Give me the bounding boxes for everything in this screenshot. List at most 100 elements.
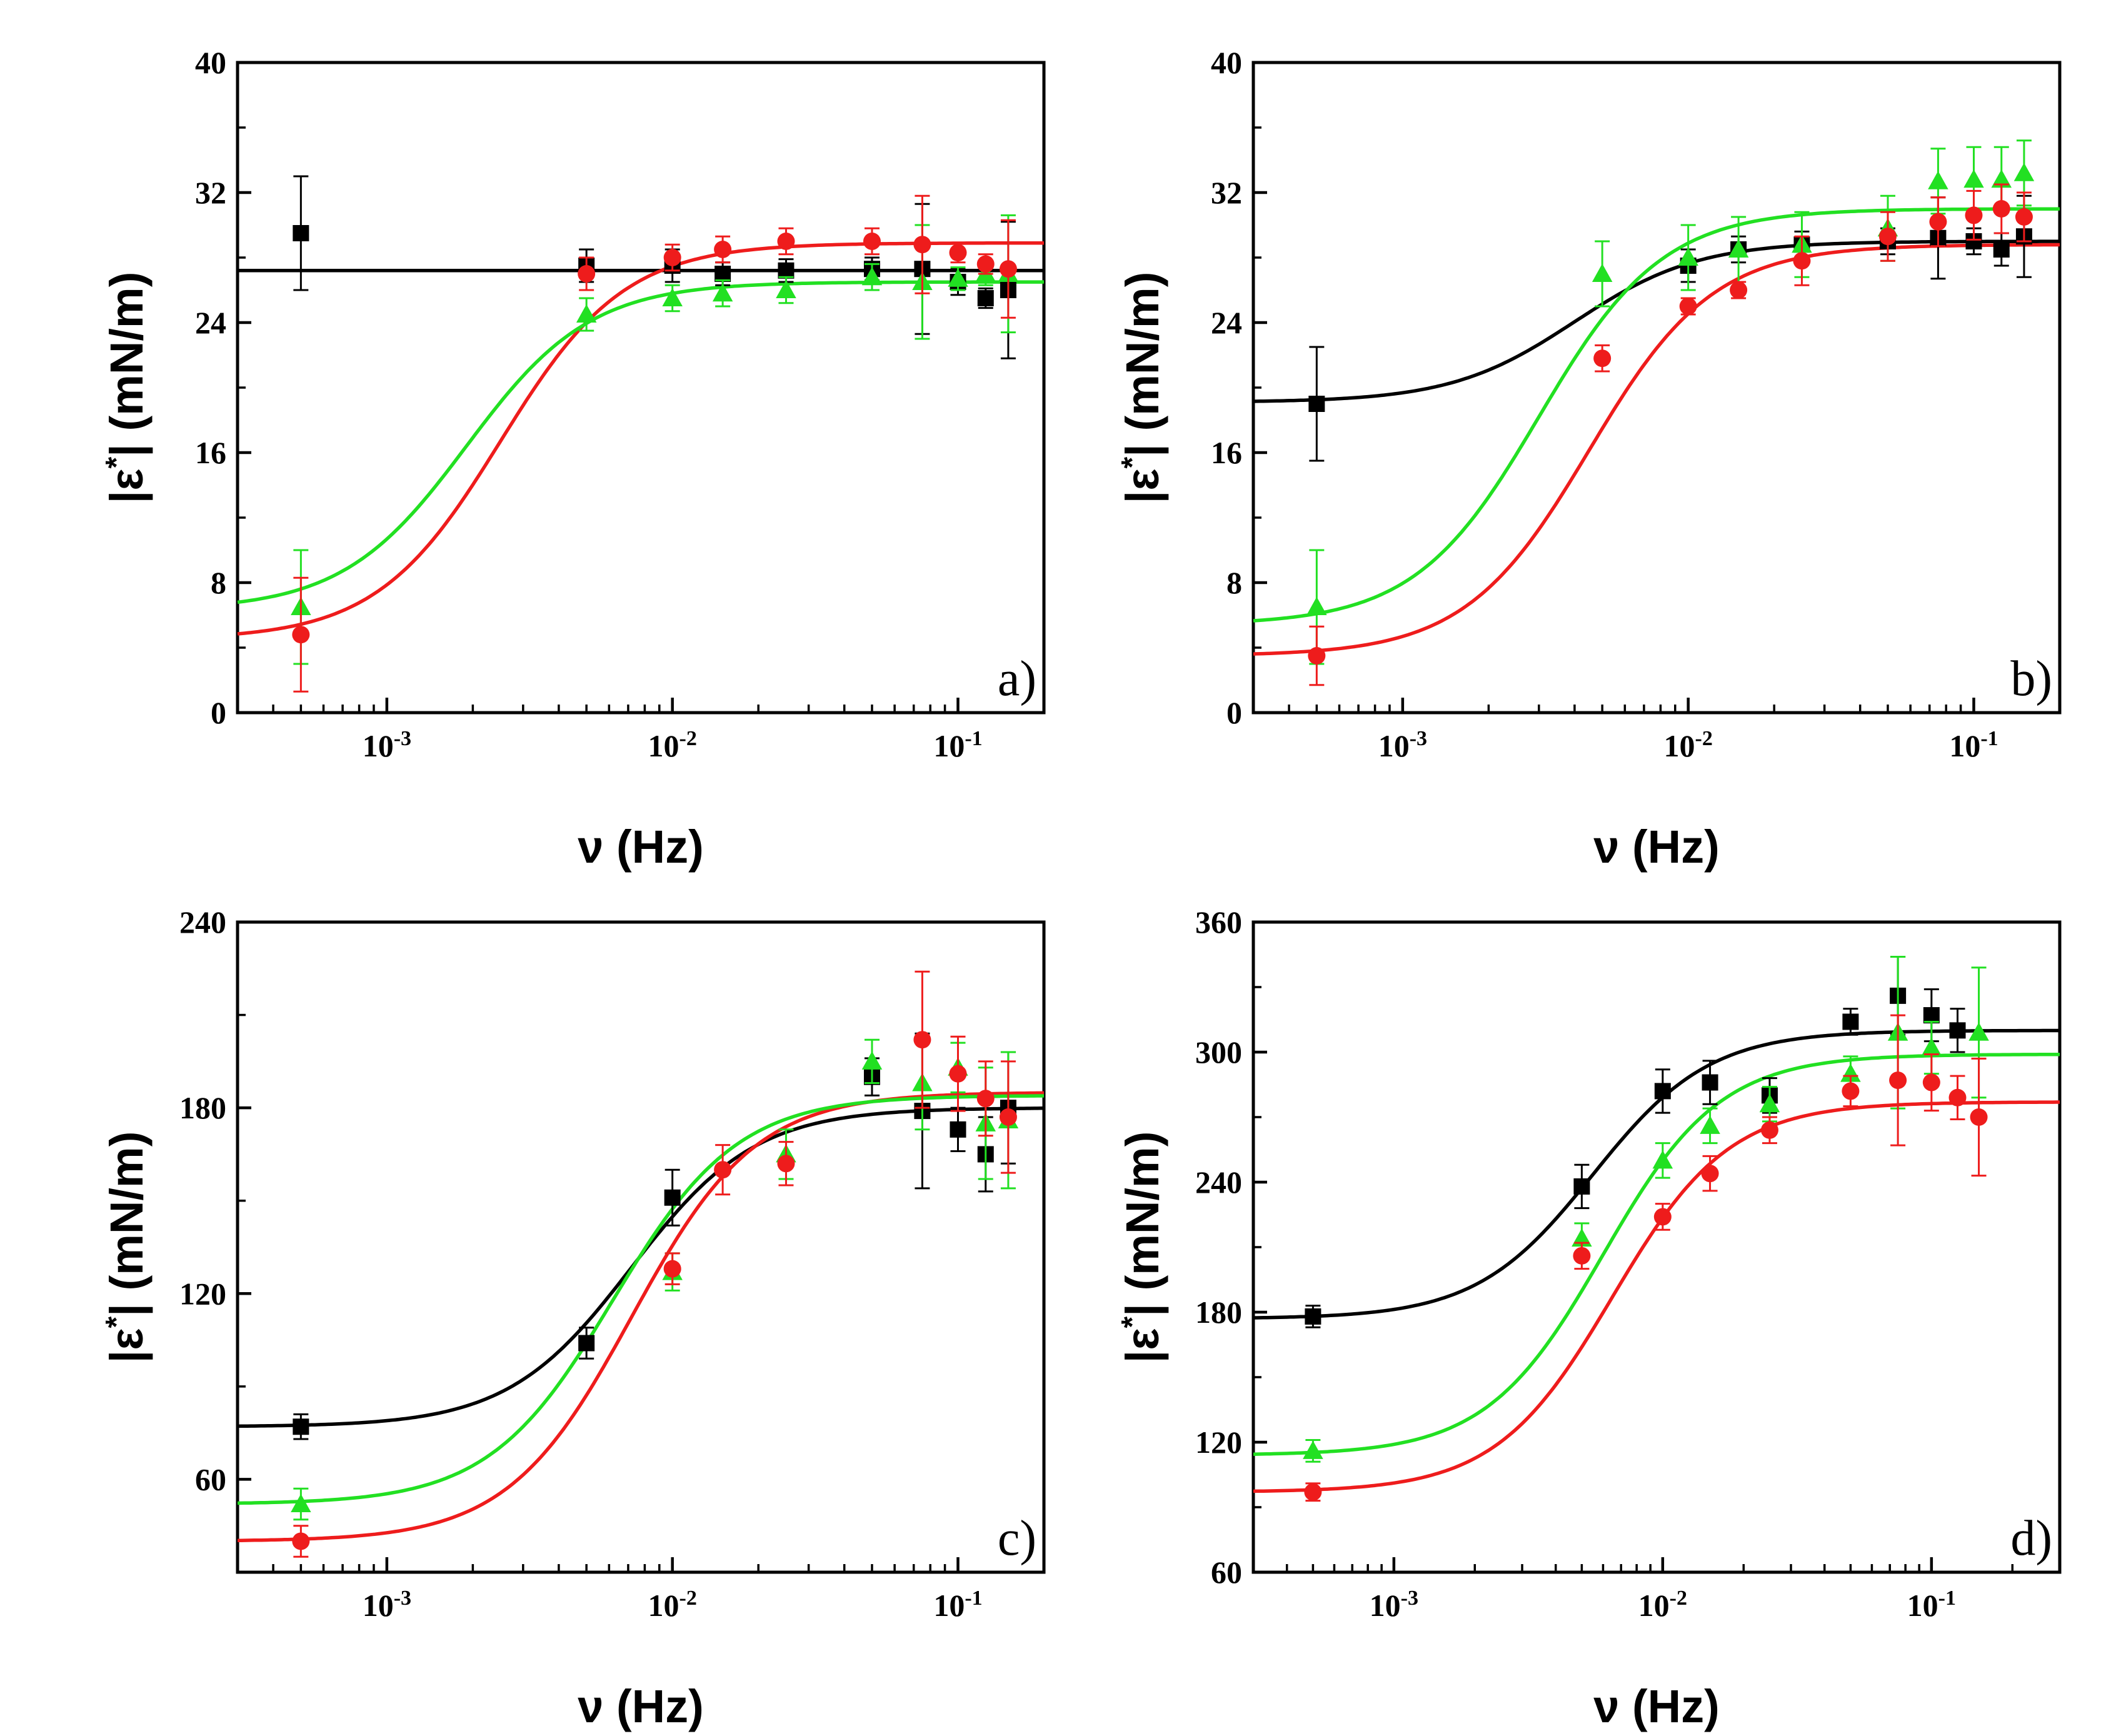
- panel-b-point-green: [1306, 596, 1327, 615]
- panel-a-xtick-label: 10-3: [363, 727, 411, 764]
- panel-c-xtick-label: 10-3: [363, 1587, 411, 1623]
- panel-a: 0 8 16 24 32 40 10-3 10-2 10-1 a) ν (Hz) |ε*| (m…: [100, 45, 1046, 873]
- panel-b-point-red: [1929, 213, 1947, 231]
- panel-a-point-green: [776, 279, 796, 298]
- panel-a-ytick-label: 8: [211, 565, 226, 600]
- panel-b-point-red: [1878, 228, 1897, 246]
- panel-b-xlabel: ν (Hz): [1593, 821, 1719, 873]
- panel-b-ytick-label: 40: [1211, 45, 1242, 80]
- panel-a-xtick-label: 10-1: [933, 727, 982, 764]
- panel-a-point-red: [292, 626, 310, 644]
- panel-c-point-red: [976, 1090, 995, 1108]
- panel-a-point-red: [714, 241, 732, 258]
- panel-a-ytick-label: 40: [195, 45, 226, 80]
- panel-c-ytick-label: 180: [179, 1090, 226, 1125]
- panel-b-ytick-label: 32: [1211, 175, 1242, 210]
- panel-b: 0 8 16 24 32 40 10-3 10-2 10-1 b) ν (Hz) |ε*| (m…: [1116, 45, 2062, 873]
- panel-a-point-green: [861, 266, 883, 286]
- panel-b-point-red: [2015, 208, 2033, 226]
- panel-c-point-red: [949, 1065, 967, 1083]
- panel-d-ytick-label: 60: [1211, 1555, 1242, 1590]
- panel-b-point-red: [1679, 298, 1697, 315]
- panel-a-point-green: [712, 283, 733, 302]
- panel-d-point-black: [1702, 1074, 1718, 1091]
- panel-b-label: b): [2010, 651, 2052, 706]
- panel-a-xtick-label: 10-2: [648, 727, 697, 764]
- panel-d-point-red: [1304, 1483, 1322, 1501]
- panel-a-point-red: [949, 244, 967, 262]
- panel-d-ylabel: |ε*| (mN/m): [1116, 1131, 1170, 1363]
- panel-b-point-green: [1963, 169, 1984, 188]
- panel-b-point-green: [1592, 263, 1613, 282]
- panel-d-xtick-label: 10-1: [1907, 1587, 1956, 1623]
- panel-d-ytick-label: 240: [1195, 1165, 1242, 1200]
- panel-d-ytick-label: 120: [1195, 1425, 1242, 1460]
- panel-d-point-black: [1949, 1022, 1966, 1039]
- panel-a-ytick-label: 16: [195, 435, 226, 470]
- panel-b-xtick-label: 10-2: [1664, 727, 1713, 764]
- panel-d-fit-red: [1253, 1100, 2060, 1493]
- panel-b-ylabel: |ε*| (mN/m): [1116, 272, 1170, 504]
- panel-a-point-green: [662, 288, 683, 306]
- panel-d-point-green: [1968, 1022, 1989, 1041]
- panel-b-point-green: [1928, 171, 1948, 189]
- panel-d-point-red: [1889, 1071, 1907, 1090]
- panel-a-point-red: [913, 236, 931, 254]
- panel-b-ytick-label: 24: [1211, 305, 1242, 340]
- panel-d-fit-black: [1253, 1028, 2060, 1320]
- panel-d-point-black: [1573, 1178, 1590, 1195]
- panel-b-point-red: [1793, 252, 1811, 270]
- panel-c-ytick-label: 120: [179, 1276, 226, 1311]
- panel-a-point-red: [578, 265, 596, 283]
- panel-d-point-black: [1305, 1308, 1321, 1325]
- panel-c-point-black: [950, 1121, 966, 1138]
- panel-c-xtick-label: 10-1: [933, 1587, 982, 1623]
- panel-a-ylabel: |ε*| (mN/m): [100, 272, 154, 504]
- panel-a-point-red: [777, 233, 795, 250]
- panel-b-fit-green: [1253, 207, 2060, 623]
- panel-a-point-red: [976, 255, 995, 273]
- panel-b-ytick-label: 0: [1226, 695, 1242, 730]
- panel-a-point-green: [948, 268, 968, 287]
- panel-a-label: a): [998, 651, 1036, 706]
- panel-c-ytick-label: 240: [179, 905, 226, 940]
- panel-d-xtick-label: 10-2: [1638, 1587, 1687, 1623]
- panel-b-fit-black: [1253, 239, 2060, 403]
- panel-d-xtick-label: 10-3: [1370, 1587, 1418, 1623]
- panel-b-point-green: [1991, 169, 2012, 188]
- panel-c-xlabel: ν (Hz): [578, 1680, 703, 1732]
- panel-a-ytick-label: 0: [211, 695, 226, 730]
- panel-a-ytick-label: 24: [195, 305, 226, 340]
- panel-c-point-red: [777, 1155, 795, 1173]
- panel-c-label: c): [998, 1511, 1036, 1566]
- panel-a-fit-red: [237, 241, 1044, 636]
- panel-d-point-red: [1842, 1082, 1860, 1100]
- panel-d-point-black: [1842, 1013, 1859, 1030]
- panel-d-point-green: [1652, 1150, 1673, 1169]
- panel-c-xtick-label: 10-2: [648, 1587, 697, 1623]
- panel-c-ylabel: |ε*| (mN/m): [100, 1131, 154, 1363]
- panel-d-ytick-label: 180: [1195, 1295, 1242, 1330]
- panel-d-label: d): [2010, 1511, 2052, 1566]
- panel-b-point-green: [2013, 163, 2035, 181]
- panel-c-point-red: [999, 1108, 1017, 1126]
- panel-c-ytick-label: 60: [195, 1462, 226, 1497]
- panel-c-point-green: [861, 1051, 883, 1070]
- panel-d-point-black: [1654, 1083, 1671, 1100]
- panel-b-ytick-label: 16: [1211, 435, 1242, 470]
- panel-b-point-green: [1678, 247, 1698, 266]
- panel-d-point-green: [1303, 1440, 1323, 1459]
- panel-c-point-red: [913, 1031, 931, 1049]
- panel-b-point-red: [1308, 647, 1326, 665]
- panel-d-ytick-label: 300: [1195, 1035, 1242, 1070]
- panel-d-point-red: [1573, 1247, 1591, 1265]
- panel-c-point-red: [292, 1532, 310, 1550]
- panel-c: 60 120 180 240 10-3 10-2 10-1 c) ν (Hz) |ε*| (…: [100, 905, 1046, 1732]
- panel-c-point-red: [663, 1260, 681, 1278]
- panel-d-point-green: [1840, 1063, 1861, 1082]
- panel-b-point-red: [1992, 200, 2010, 218]
- panel-d-point-red: [1948, 1088, 1967, 1106]
- panel-b-point-red: [1965, 206, 1983, 224]
- panel-a-point-red: [999, 260, 1017, 278]
